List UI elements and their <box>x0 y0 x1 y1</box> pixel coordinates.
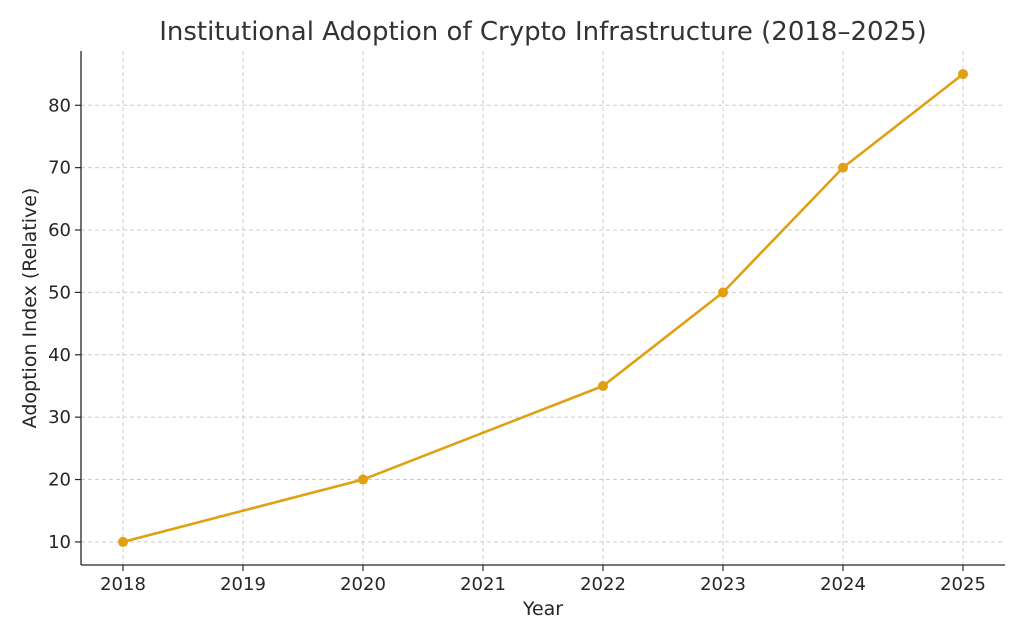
data-point <box>718 287 728 298</box>
y-tick-label: 50 <box>48 282 71 303</box>
y-tick-label: 70 <box>48 158 71 179</box>
x-tick-label: 2020 <box>340 574 386 595</box>
y-tick-label: 60 <box>48 220 71 241</box>
x-axis-label: Year <box>522 598 563 620</box>
y-tick-label: 40 <box>48 345 71 366</box>
x-tick-label: 2022 <box>580 574 626 595</box>
x-tick-label: 2018 <box>100 574 146 595</box>
y-tick-label: 20 <box>48 470 71 491</box>
y-tick-label: 10 <box>48 532 71 553</box>
series <box>118 69 968 547</box>
data-point <box>358 474 368 485</box>
grid <box>81 51 1005 565</box>
y-tick-label: 30 <box>48 407 71 428</box>
x-tick-label: 2023 <box>700 574 746 595</box>
chart-title: Institutional Adoption of Crypto Infrast… <box>159 17 927 47</box>
series-line <box>122 73 964 544</box>
x-tick-label: 2025 <box>940 574 986 595</box>
y-axis-label: Adoption Index (Relative) <box>19 188 41 429</box>
axes-spines <box>80 51 1005 566</box>
ticks: 2018 2019 2020 2021 2022 2023 2024 2025 10 20 30 40… <box>48 95 986 595</box>
data-point <box>598 380 608 391</box>
x-tick-label: 2021 <box>460 574 506 595</box>
x-tick-label: 2024 <box>820 574 866 595</box>
data-point <box>958 69 968 80</box>
data-point <box>838 162 848 173</box>
data-point <box>118 536 128 547</box>
y-tick-label: 80 <box>48 95 71 116</box>
x-tick-label: 2019 <box>220 574 266 595</box>
